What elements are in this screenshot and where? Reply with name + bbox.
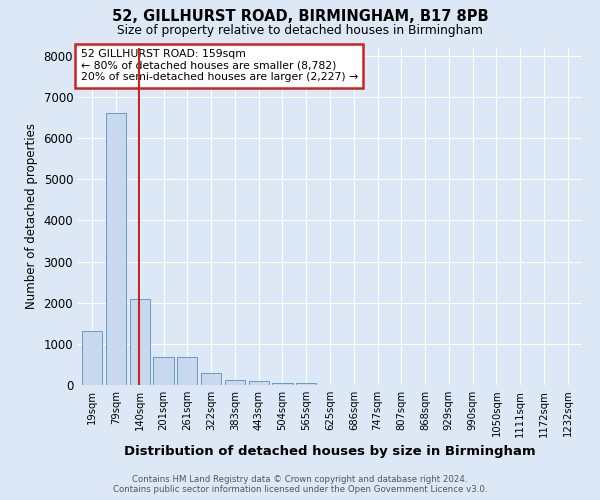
Text: Size of property relative to detached houses in Birmingham: Size of property relative to detached ho… xyxy=(117,24,483,37)
Bar xyxy=(177,357,197,385)
Bar xyxy=(272,383,293,385)
Bar xyxy=(82,332,103,385)
Text: Contains HM Land Registry data © Crown copyright and database right 2024.
Contai: Contains HM Land Registry data © Crown c… xyxy=(113,474,487,494)
Bar xyxy=(154,357,173,385)
Bar xyxy=(248,381,269,385)
Text: 52, GILLHURST ROAD, BIRMINGHAM, B17 8PB: 52, GILLHURST ROAD, BIRMINGHAM, B17 8PB xyxy=(112,9,488,24)
Bar xyxy=(225,380,245,385)
Bar xyxy=(106,114,126,385)
Bar xyxy=(130,298,150,385)
X-axis label: Distribution of detached houses by size in Birmingham: Distribution of detached houses by size … xyxy=(124,445,536,458)
Text: 52 GILLHURST ROAD: 159sqm
← 80% of detached houses are smaller (8,782)
20% of se: 52 GILLHURST ROAD: 159sqm ← 80% of detac… xyxy=(80,49,358,82)
Y-axis label: Number of detached properties: Number of detached properties xyxy=(25,123,38,309)
Bar xyxy=(201,372,221,385)
Bar xyxy=(296,383,316,385)
